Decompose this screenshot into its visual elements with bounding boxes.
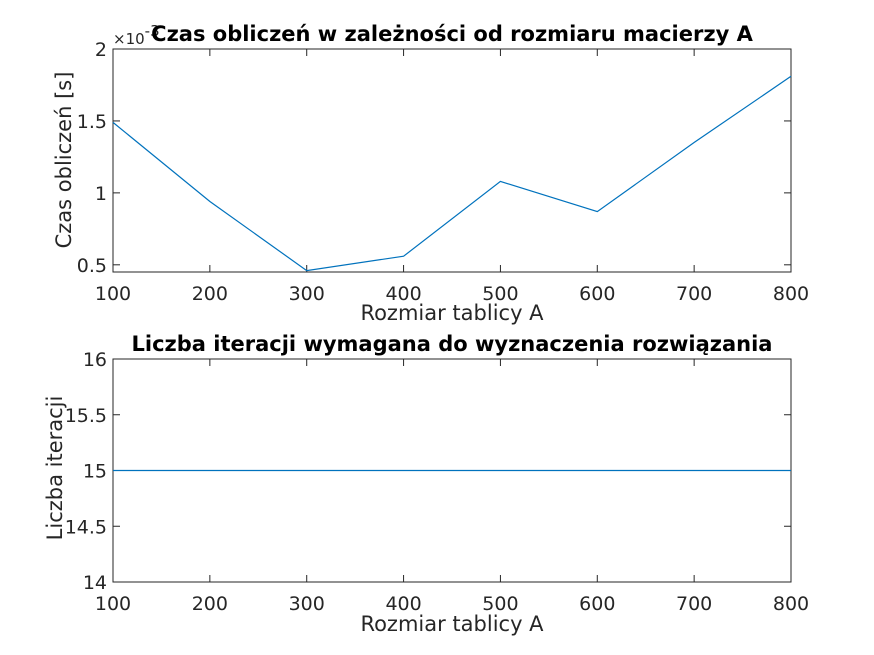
x-tick-label: 700 <box>676 283 712 305</box>
y-tick-label: 0.5 <box>77 255 107 277</box>
x-tick-label: 300 <box>289 593 325 615</box>
x-axis-label-2: Rozmiar tablicy A <box>360 612 544 636</box>
x-tick-label: 400 <box>385 283 421 305</box>
y-tick-label: 1.5 <box>77 111 107 133</box>
x-tick-label: 800 <box>773 283 809 305</box>
y-axis-label-1: Czas obliczeń [s] <box>52 72 76 249</box>
plot-iterations: 100 200 300 400 500 600 700 800 1414.51515.516 … <box>43 332 809 636</box>
y-axis-label-2: Liczba iteracji <box>43 396 67 541</box>
x-tick-label: 600 <box>579 593 615 615</box>
x-tick-label: 200 <box>192 283 228 305</box>
y-tick-label: 15.5 <box>65 405 107 427</box>
y-ticks-2: 14 14.5 15 15.5 16 <box>65 349 791 594</box>
y-tick-label: 14 <box>83 572 107 594</box>
series-line <box>112 75 792 272</box>
plot-computation-time: 100 200 300 400 500 600 700 800 0.511.52 ×10-3 … <box>52 22 809 325</box>
chart-title-1: Czas obliczeń w zależności od rozmiaru m… <box>151 22 753 46</box>
x-tick-label: 100 <box>95 593 131 615</box>
x-tick-label: 200 <box>192 593 228 615</box>
x-tick-label: 300 <box>289 283 325 305</box>
series-1 <box>112 75 792 272</box>
y-tick-label: 2 <box>95 39 107 61</box>
y-tick-label: 14.5 <box>65 516 107 538</box>
x-tick-label: 800 <box>773 593 809 615</box>
x-tick-label: 400 <box>385 593 421 615</box>
y-ticks-1: 0.5 1 1.5 2 <box>77 39 791 277</box>
x-tick-label: 700 <box>676 593 712 615</box>
y-tick-label: 15 <box>83 461 107 483</box>
chart-title-2: Liczba iteracji wymagana do wyznaczenia … <box>132 332 773 356</box>
x-tick-label: 500 <box>482 593 518 615</box>
axes-box-1 <box>112 48 792 273</box>
x-tick-label: 500 <box>482 283 518 305</box>
x-tick-label: 100 <box>95 283 131 305</box>
x-ticks-1: 100 200 300 400 500 600 700 800 <box>95 49 809 305</box>
y-exponent-label-1: ×10-3 <box>113 22 160 48</box>
x-axis-label-1: Rozmiar tablicy A <box>360 301 544 325</box>
y-tick-label: 1 <box>95 183 107 205</box>
x-ticks-2: 100 200 300 400 500 600 700 800 <box>95 359 809 615</box>
y-tick-label: 16 <box>83 349 107 371</box>
x-tick-label: 600 <box>579 283 615 305</box>
